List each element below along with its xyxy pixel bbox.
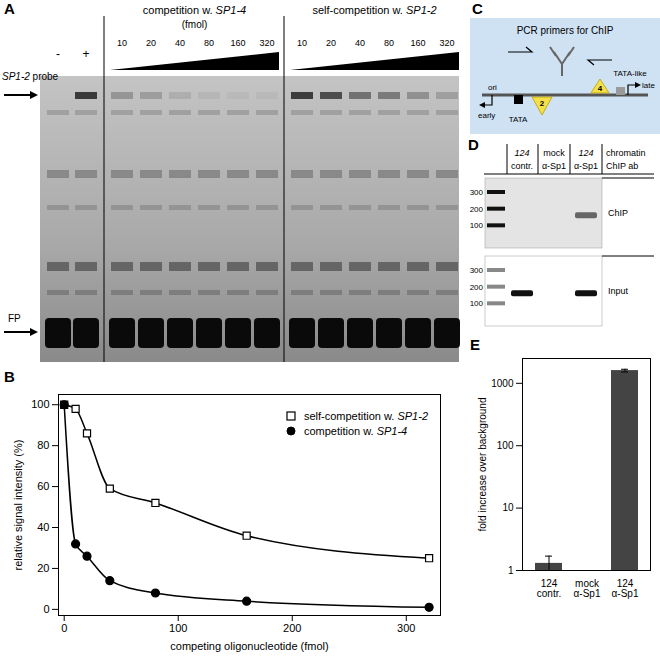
html-text:self-competition w. SP1-2: self-competition w. SP1-2 xyxy=(303,410,428,422)
svg-text:10: 10 xyxy=(502,502,514,513)
svg-text:320: 320 xyxy=(439,38,454,48)
svg-text:80: 80 xyxy=(37,439,49,451)
svg-text:+: + xyxy=(82,47,89,61)
svg-text:10: 10 xyxy=(297,38,307,48)
svg-text:self-competition w. SP1-2: self-competition w. SP1-2 xyxy=(312,4,436,16)
svg-text:10: 10 xyxy=(117,38,127,48)
svg-text:40: 40 xyxy=(37,521,49,533)
svg-text:300: 300 xyxy=(397,622,415,634)
svg-text:100: 100 xyxy=(470,221,484,230)
svg-text:20: 20 xyxy=(146,38,156,48)
svg-text:early: early xyxy=(478,111,495,120)
svg-text:-: - xyxy=(56,47,60,61)
svg-text:200: 200 xyxy=(283,622,301,634)
svg-text:100: 100 xyxy=(169,622,187,634)
svg-text:contr.: contr. xyxy=(511,161,533,171)
svg-text:TATA: TATA xyxy=(509,115,528,124)
svg-text:124contr.: 124contr. xyxy=(537,578,561,599)
html-text:A: A xyxy=(4,0,15,17)
svg-text:4: 4 xyxy=(598,84,603,93)
svg-text:α-Sp1: α-Sp1 xyxy=(542,161,566,171)
svg-text:fold increase over background: fold increase over background xyxy=(477,398,488,532)
svg-text:60: 60 xyxy=(37,480,49,492)
svg-text:ori: ori xyxy=(488,83,497,92)
svg-text:1000: 1000 xyxy=(491,378,514,389)
svg-text:chromatin: chromatin xyxy=(606,148,646,158)
svg-text:TATA-like: TATA-like xyxy=(613,69,647,78)
svg-text:320: 320 xyxy=(259,38,274,48)
svg-text:α-Sp1: α-Sp1 xyxy=(574,161,598,171)
html-text:C: C xyxy=(472,0,483,17)
svg-text:(fmol): (fmol) xyxy=(182,19,208,30)
svg-text:160: 160 xyxy=(410,38,425,48)
svg-text:1: 1 xyxy=(508,565,514,576)
svg-text:0: 0 xyxy=(43,603,49,615)
svg-text:SP1-2 probe: SP1-2 probe xyxy=(2,71,59,82)
html-text:competition w. SP1-4: competition w. SP1-4 xyxy=(303,425,408,437)
html-text:B: B xyxy=(4,368,15,385)
svg-text:160: 160 xyxy=(230,38,245,48)
svg-text:40: 40 xyxy=(355,38,365,48)
svg-text:relative signal intensity (%): relative signal intensity (%) xyxy=(12,440,24,571)
svg-text:mockα-Sp1: mockα-Sp1 xyxy=(574,578,601,599)
svg-text:late: late xyxy=(642,81,655,90)
svg-text:200: 200 xyxy=(470,205,484,214)
svg-text:PCR primers for ChIP: PCR primers for ChIP xyxy=(517,25,614,36)
svg-text:mock: mock xyxy=(543,148,565,158)
html-text:D: D xyxy=(468,136,479,153)
svg-text:Input: Input xyxy=(608,286,629,296)
svg-text:FP: FP xyxy=(8,313,21,324)
svg-text:20: 20 xyxy=(37,562,49,574)
svg-text:competing oligonucleotide (fmo: competing oligonucleotide (fmol) xyxy=(170,640,328,652)
svg-text:100: 100 xyxy=(470,299,484,308)
svg-text:124: 124 xyxy=(578,148,593,158)
svg-text:80: 80 xyxy=(384,38,394,48)
svg-text:40: 40 xyxy=(175,38,185,48)
svg-text:20: 20 xyxy=(326,38,336,48)
svg-text:100: 100 xyxy=(31,398,49,410)
svg-text:300: 300 xyxy=(470,266,484,275)
svg-text:80: 80 xyxy=(204,38,214,48)
svg-text:300: 300 xyxy=(470,188,484,197)
svg-text:ChIP: ChIP xyxy=(608,208,628,218)
svg-text:0: 0 xyxy=(61,622,67,634)
svg-text:200: 200 xyxy=(470,283,484,292)
svg-text:124α-Sp1: 124α-Sp1 xyxy=(612,578,639,599)
html-text:E: E xyxy=(470,336,480,353)
svg-text:2: 2 xyxy=(540,99,545,108)
svg-text:100: 100 xyxy=(497,440,514,451)
svg-text:competition w. SP1-4: competition w. SP1-4 xyxy=(143,4,246,16)
svg-text:124: 124 xyxy=(514,148,529,158)
svg-text:ChIP ab: ChIP ab xyxy=(606,161,638,171)
